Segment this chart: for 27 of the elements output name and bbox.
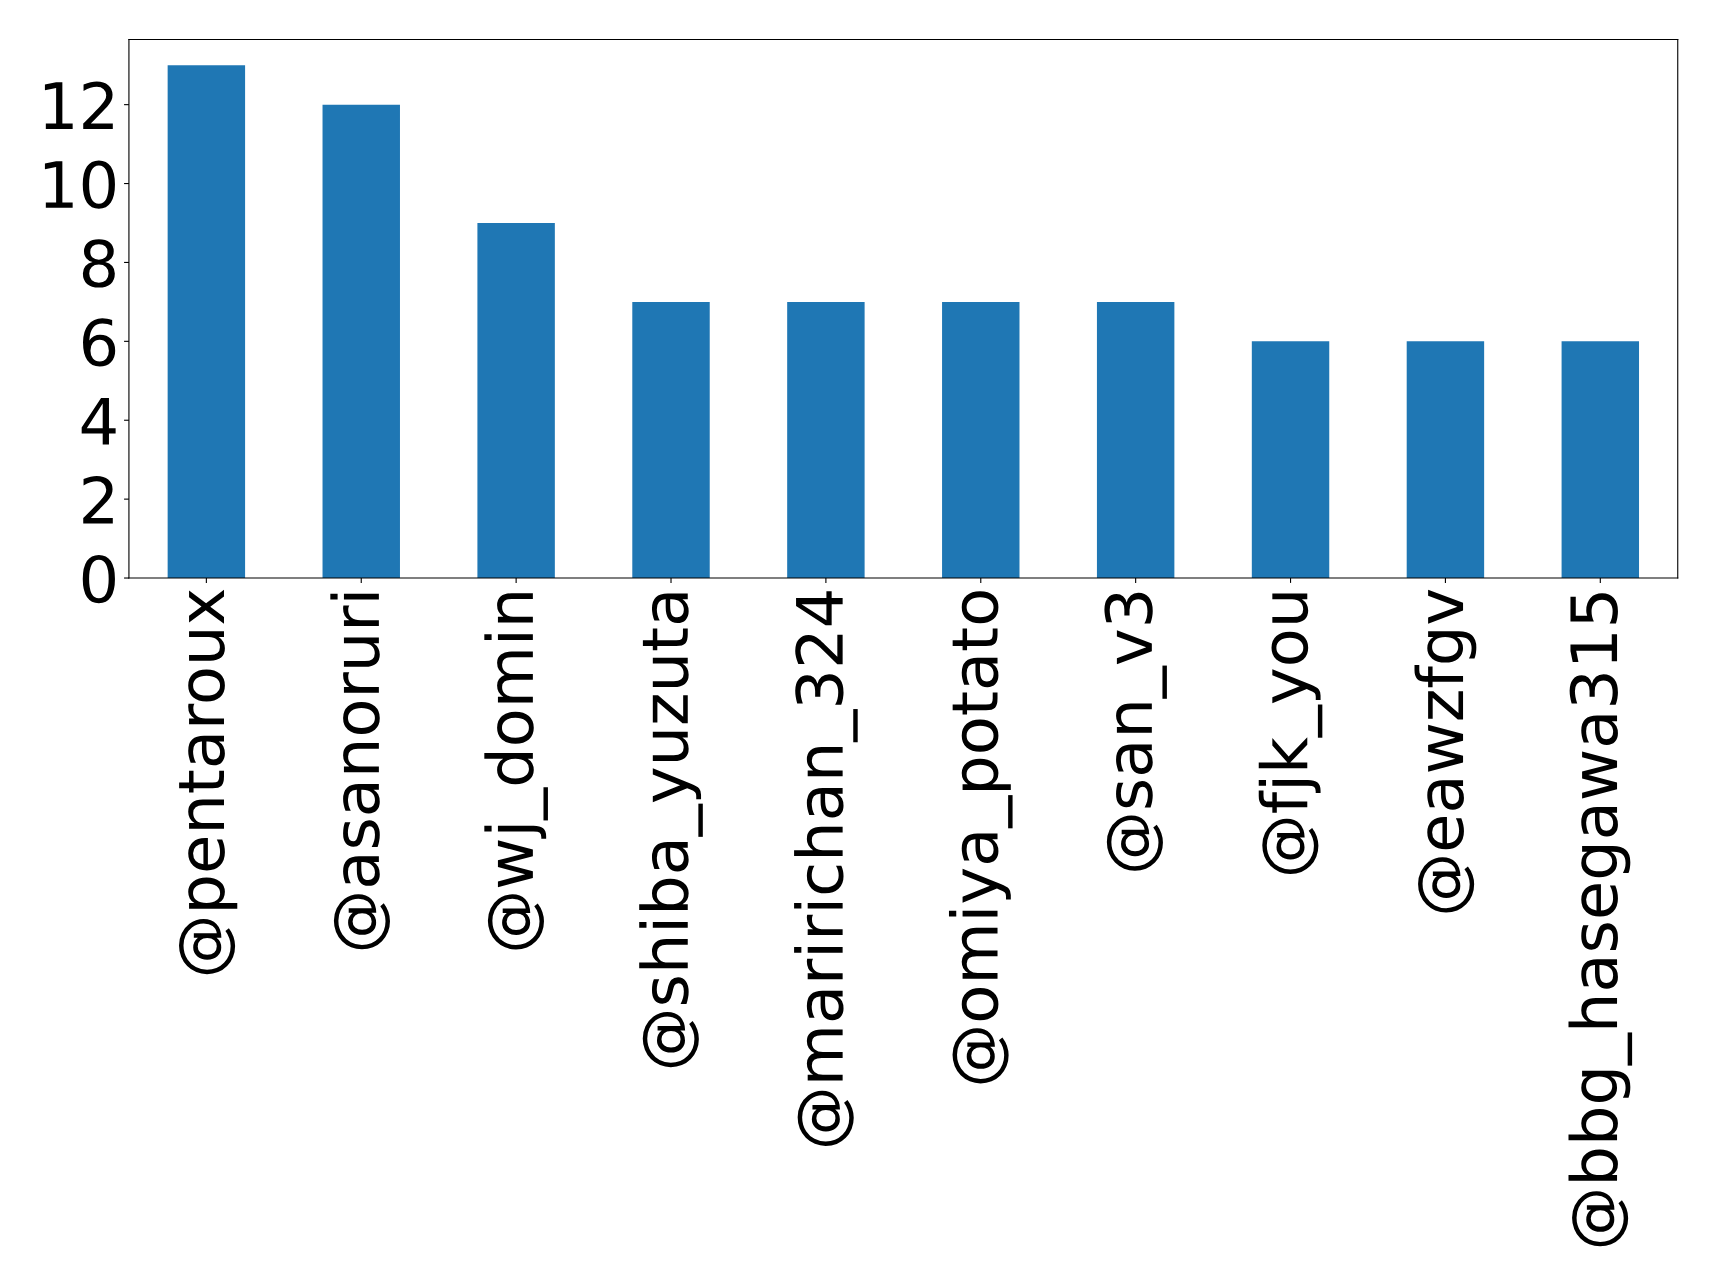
x-tick-label: @shiba_yuzuta: [639, 593, 703, 1068]
x-tick-label: @asanoruri: [330, 593, 390, 950]
x-tick-label: @fjk_you: [1258, 593, 1323, 874]
x-tick-label: @omiya_potato: [948, 591, 1013, 1084]
bar: [322, 104, 400, 579]
bar: [1561, 341, 1640, 579]
bar: [477, 222, 555, 579]
x-tick-label: @bbg_hasegawa315: [1568, 593, 1633, 1247]
bar: [787, 301, 865, 579]
bar: [1406, 341, 1485, 579]
y-tick-label: 8: [82, 239, 115, 288]
y-tick-label: 2: [83, 475, 113, 524]
y-tick-label: 4: [81, 397, 116, 445]
y-tick-label: 0: [82, 554, 115, 604]
y-tick-label: 10: [44, 160, 115, 209]
x-tick-label: @eawzfgv: [1414, 589, 1477, 913]
bar: [167, 65, 246, 579]
y-tick-label: 6: [83, 318, 116, 367]
x-tick-label: @san_v3: [1104, 592, 1167, 871]
y-tick-label: 12: [44, 81, 113, 129]
x-tick-label: @wj_domin: [484, 593, 548, 950]
x-tick-label: @maririchan_324: [794, 591, 858, 1146]
bar: [942, 301, 1020, 579]
bar: [1096, 301, 1175, 579]
x-tick-label: @pentaroux: [179, 589, 238, 975]
bar: [632, 301, 710, 579]
bar: [1251, 341, 1330, 579]
